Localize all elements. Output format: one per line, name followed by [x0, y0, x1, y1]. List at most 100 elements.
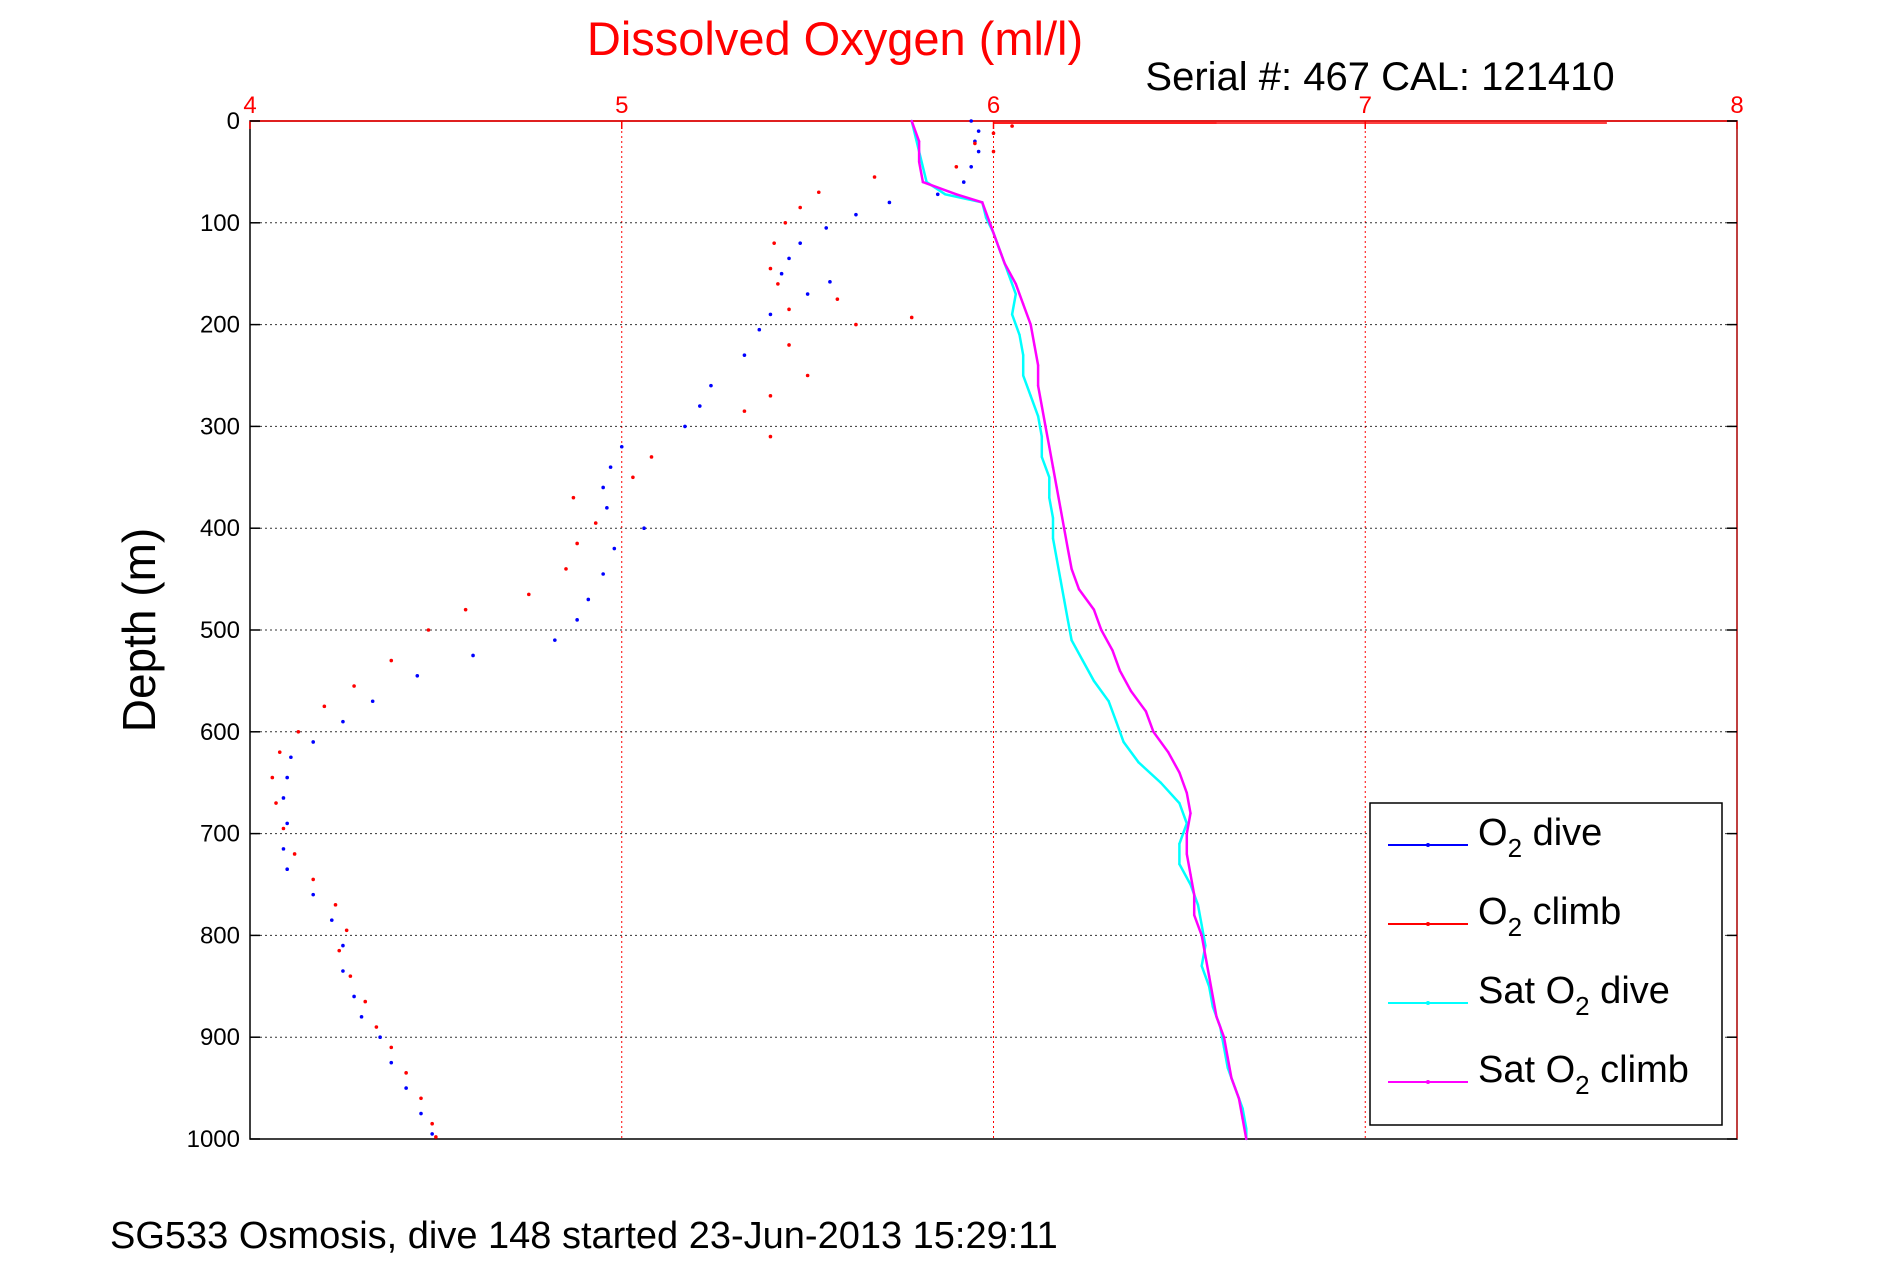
legend-entry-o2_climb: O2 climb: [1388, 891, 1621, 942]
data-point: [608, 465, 613, 469]
data-point: [961, 180, 966, 184]
data-point: [281, 847, 286, 851]
data-point: [991, 131, 996, 136]
data-point: [564, 567, 568, 571]
data-point: [1114, 720, 1118, 723]
y-axis-ticks: 0 100 200 300 400 500 600 700 800 900 1000: [187, 108, 1737, 1153]
data-point: [1040, 455, 1044, 459]
data-point: [787, 307, 791, 312]
data-point: [1185, 852, 1189, 856]
legend-marker: [1426, 1001, 1430, 1005]
series-sat_climb: [910, 119, 1248, 1141]
data-point: [1022, 303, 1025, 306]
data-point: [601, 485, 605, 490]
data-point: [783, 221, 788, 225]
data-point: [296, 730, 301, 734]
data-point: [1185, 832, 1189, 835]
data-point: [1185, 791, 1189, 795]
data-point: [352, 684, 356, 688]
data-point: [1211, 995, 1215, 998]
data-point: [1040, 435, 1044, 438]
data-point: [988, 221, 991, 224]
legend-entry-sat_dive: Sat O2 dive: [1388, 970, 1670, 1021]
data-point: [1003, 262, 1006, 265]
y-tick-label: 500: [200, 617, 240, 644]
data-point: [981, 201, 984, 204]
data-point: [798, 205, 802, 210]
legend-marker: [1426, 1080, 1430, 1084]
x-tick-label: 4: [243, 92, 256, 119]
data-point: [277, 750, 282, 754]
data-point: [1226, 1056, 1229, 1059]
data-point: [1036, 415, 1040, 418]
data-point: [1059, 577, 1062, 581]
data-point: [281, 796, 286, 800]
data-point: [1152, 730, 1155, 733]
x-tick-label: 5: [615, 92, 628, 119]
data-point: [1200, 924, 1203, 927]
data-point: [776, 282, 780, 286]
data-point: [344, 928, 349, 933]
data-point: [1036, 364, 1040, 367]
data-point: [612, 546, 617, 551]
data-point: [976, 149, 981, 154]
data-point: [1178, 862, 1181, 866]
data-point: [1118, 669, 1122, 672]
data-point: [1215, 1015, 1218, 1019]
data-point: [1092, 679, 1096, 683]
data-point: [605, 506, 609, 510]
data-point: [779, 271, 784, 276]
data-point: [359, 1015, 364, 1019]
data-point: [471, 653, 475, 658]
data-point: [430, 1121, 434, 1126]
data-point: [1066, 618, 1070, 622]
legend: O2 dive O2 climb Sat O2 dive Sat O2 climb: [1369, 802, 1723, 1126]
data-point: [389, 1060, 394, 1065]
data-point: [772, 241, 776, 245]
data-point: [1010, 124, 1014, 128]
x-tick-label: 7: [1359, 92, 1372, 119]
data-point: [1200, 964, 1203, 968]
data-point: [352, 994, 356, 999]
data-point: [757, 327, 762, 332]
data-point: [348, 974, 353, 978]
data-point: [404, 1071, 408, 1075]
y-tick-label: 900: [200, 1024, 240, 1051]
data-point: [828, 280, 832, 284]
data-point: [1241, 1117, 1244, 1120]
data-point: [805, 292, 810, 296]
data-point: [1230, 1076, 1233, 1080]
data-point: [1204, 954, 1207, 957]
y-tick-label: 200: [200, 312, 240, 339]
data-point: [571, 495, 576, 500]
data-point: [1022, 374, 1025, 377]
legend-label: O2 climb: [1478, 891, 1621, 942]
data-point: [709, 383, 713, 388]
y-tick-label: 400: [200, 515, 240, 542]
data-point: [363, 999, 368, 1004]
data-point: [742, 353, 747, 357]
data-point: [1014, 292, 1018, 296]
data-point: [419, 1096, 423, 1101]
data-point: [1178, 842, 1181, 845]
x-tick-label: 6: [987, 92, 1000, 119]
data-point: [955, 193, 958, 196]
data-point: [1167, 750, 1170, 754]
x-tick-label: 8: [1730, 92, 1743, 119]
data-point: [601, 572, 605, 576]
data-point: [1207, 974, 1211, 978]
data-point: [1070, 638, 1073, 642]
data-point: [1051, 465, 1055, 469]
data-point: [973, 141, 977, 146]
data-point: [787, 256, 791, 261]
data-point: [649, 455, 654, 459]
data-point: [281, 826, 286, 831]
data-point: [954, 165, 959, 169]
data-point: [374, 1025, 379, 1029]
data-point: [768, 312, 773, 317]
data-point: [1189, 812, 1192, 815]
legend-box: [1369, 802, 1723, 1126]
data-point: [329, 918, 334, 922]
data-point: [1051, 537, 1055, 540]
data-point: [1107, 700, 1110, 703]
